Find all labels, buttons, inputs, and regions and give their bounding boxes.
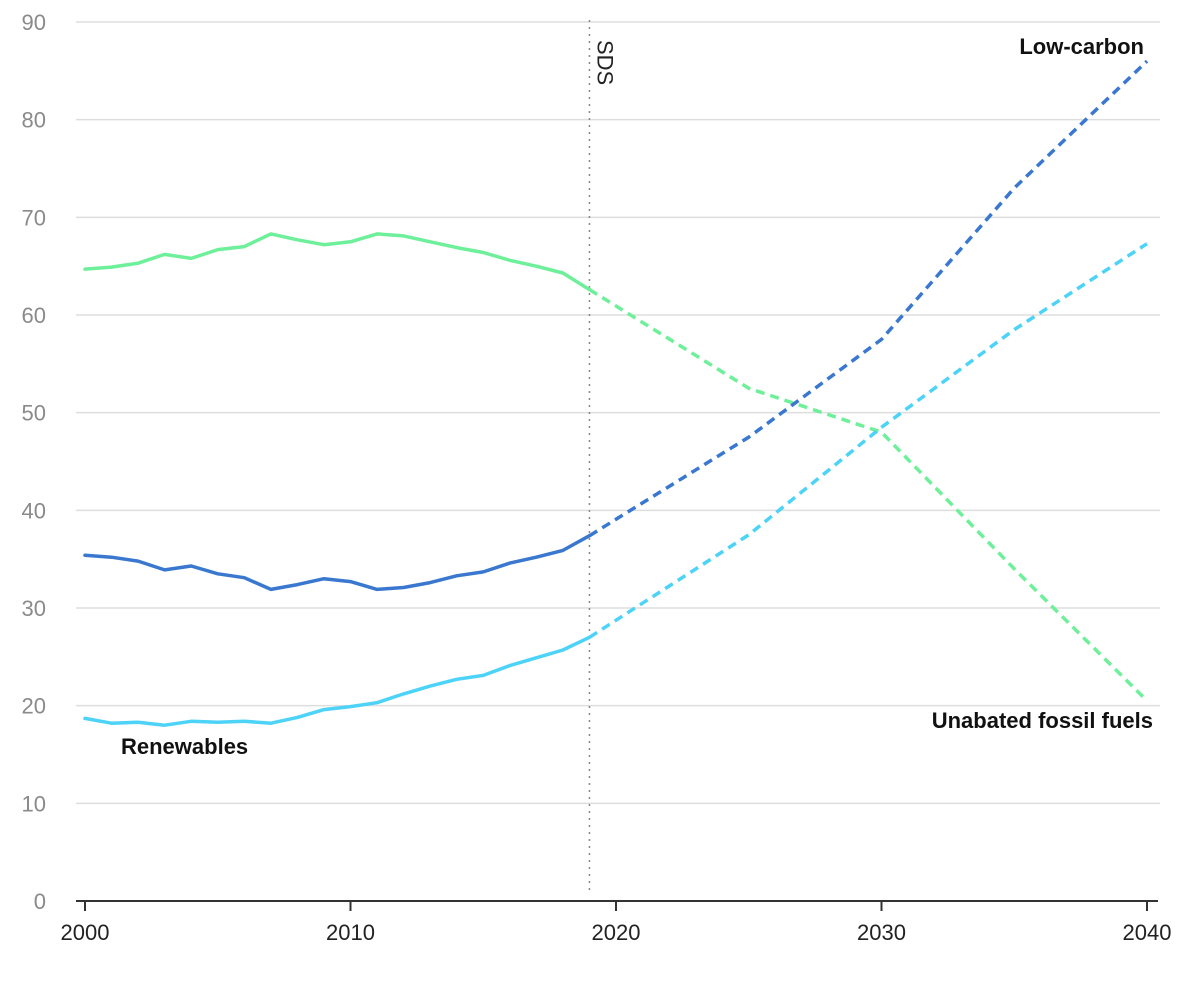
x-tick-label-2000: 2000 (61, 920, 110, 945)
y-tick-label-10: 10 (22, 791, 46, 816)
y-tick-label-30: 30 (22, 596, 46, 621)
y-tick-label-70: 70 (22, 205, 46, 230)
y-tick-label-40: 40 (22, 498, 46, 523)
series-line-low-carbon-projection (588, 59, 1149, 538)
x-tick-label-2040: 2040 (1123, 920, 1172, 945)
sds-marker: SDS (588, 20, 617, 893)
sds-marker-label: SDS (592, 40, 617, 85)
series-label-low-carbon: Low-carbon (1019, 34, 1144, 59)
series-line-unabated-fossil-fuels-historical (83, 232, 592, 292)
series-labels: Unabated fossil fuels Low-carbon Renewable… (121, 34, 1153, 759)
y-tick-label-60: 60 (22, 303, 46, 328)
x-tick-label-2010: 2010 (326, 920, 375, 945)
series-line-renewables-projection (588, 242, 1148, 639)
series-line-unabated-fossil-fuels-projection (588, 288, 1149, 703)
y-tick-label-50: 50 (22, 401, 46, 426)
y-axis-ticks: 0 10 20 30 40 50 60 70 80 90 (22, 10, 46, 914)
grid-lines (76, 21, 1160, 805)
x-axis: 2000 2010 2020 2030 2040 (61, 900, 1172, 945)
series-line-renewables-historical (83, 635, 592, 727)
x-tick-label-2030: 2030 (857, 920, 906, 945)
series-label-renewables: Renewables (121, 734, 248, 759)
x-tick-label-2020: 2020 (592, 920, 641, 945)
y-tick-label-0: 0 (34, 889, 46, 914)
y-tick-label-20: 20 (22, 694, 46, 719)
y-tick-label-80: 80 (22, 108, 46, 133)
y-tick-label-90: 90 (22, 10, 46, 35)
series-lines (83, 59, 1149, 727)
series-label-unabated-fossil-fuels: Unabated fossil fuels (932, 708, 1153, 733)
series-line-low-carbon-historical (83, 533, 592, 592)
